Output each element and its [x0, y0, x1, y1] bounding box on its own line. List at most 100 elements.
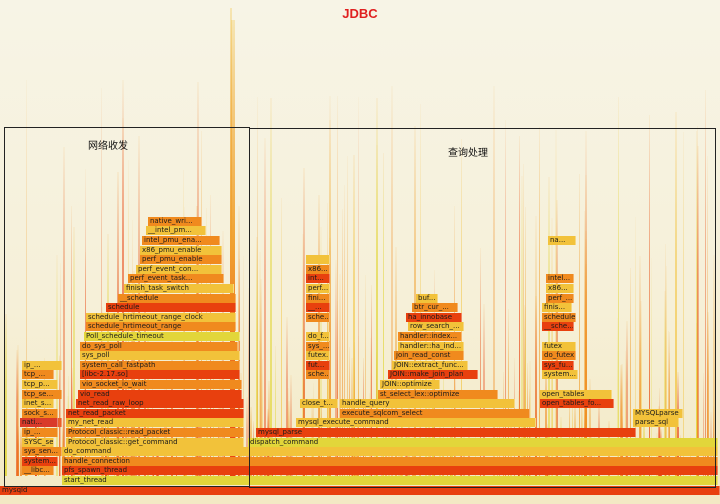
- flame-spike: [302, 168, 305, 476]
- flame-frame[interactable]: mysqld: [0, 485, 720, 495]
- flame-frame[interactable]: do_futex: [542, 351, 576, 361]
- flame-frame[interactable]: __sche...: [542, 322, 574, 332]
- flame-spike: [338, 274, 341, 476]
- flame-frame[interactable]: fut...: [306, 360, 330, 370]
- flame-frame[interactable]: schedule: [542, 312, 576, 322]
- flame-frame[interactable]: perf_event_con...: [136, 264, 222, 274]
- flame-spike: [58, 356, 60, 476]
- flame-frame[interactable]: futex...: [306, 351, 330, 361]
- flame-frame[interactable]: perf_event_task...: [128, 274, 224, 284]
- flame-frame[interactable]: ip_...: [22, 360, 62, 370]
- flame-frame[interactable]: __libc...: [22, 466, 54, 476]
- flame-frame[interactable]: SYSC_se...: [22, 437, 54, 447]
- flame-frame[interactable]: handler::index...: [398, 332, 462, 341]
- flame-frame[interactable]: row_search_...: [408, 322, 464, 332]
- flame-frame[interactable]: JOIN::extract_func...: [392, 360, 468, 370]
- flame-frame[interactable]: x86...: [306, 264, 330, 274]
- flame-frame[interactable]: int...: [306, 274, 330, 284]
- flame-spike: [650, 258, 652, 476]
- flame-frame[interactable]: [libc-2.17.so]: [80, 370, 240, 380]
- flame-frame[interactable]: x86...: [546, 284, 574, 293]
- flame-frame[interactable]: nati...: [20, 418, 58, 428]
- flame-frame[interactable]: handle_query: [340, 399, 515, 409]
- flame-spike: [100, 87, 102, 476]
- flame-frame[interactable]: schedule_hrtimeout_range_clock: [86, 312, 236, 322]
- flame-frame[interactable]: my_net_read: [66, 418, 244, 428]
- flame-frame[interactable]: inet_s...: [22, 399, 54, 409]
- flame-frame[interactable]: x86_pmu_enable: [140, 245, 222, 255]
- flame-frame[interactable]: ip_...: [22, 428, 58, 437]
- flame-frame[interactable]: btr_cur_...: [412, 303, 458, 313]
- flame-frame[interactable]: MYSQLparse: [633, 408, 683, 418]
- flame-frame[interactable]: mysql_parse: [256, 428, 636, 437]
- flame-frame[interactable]: system...: [542, 370, 578, 380]
- flame-frame[interactable]: handle_connection: [62, 456, 718, 466]
- flame-spike: [520, 176, 523, 476]
- flame-frame[interactable]: sys_poll: [80, 351, 240, 361]
- flame-frame[interactable]: do_sys_poll: [80, 341, 238, 351]
- flame-frame[interactable]: finish_task_switch: [124, 284, 234, 293]
- flame-frame[interactable]: JOIN::make_join_plan: [388, 370, 478, 380]
- flame-frame[interactable]: ha_innobase: [406, 312, 462, 322]
- flame-frame[interactable]: na...: [548, 236, 576, 245]
- flame-frame[interactable]: sche...: [306, 370, 330, 380]
- flame-spike: [24, 418, 27, 476]
- flame-frame[interactable]: futex: [542, 341, 576, 351]
- flame-frame[interactable]: perf_...: [546, 293, 574, 303]
- flame-spike: [375, 98, 378, 476]
- flame-frame[interactable]: net_read_raw_loop: [76, 399, 244, 409]
- flame-frame[interactable]: tcp_p...: [22, 380, 58, 389]
- flame-frame[interactable]: tcp_...: [22, 370, 54, 380]
- flame-frame[interactable]: Protocol_classic::read_packet: [66, 428, 244, 437]
- flame-frame[interactable]: st_select_lex::optimize: [378, 389, 498, 399]
- flame-frame[interactable]: sys_...: [306, 341, 330, 351]
- flame-frame[interactable]: JOIN::optimize: [380, 380, 440, 389]
- flame-frame[interactable]: native_wri...: [148, 216, 202, 226]
- flame-frame[interactable]: execute_sqlcom_select: [340, 408, 530, 418]
- flame-frame[interactable]: close_t...: [300, 399, 338, 409]
- flame-frame[interactable]: finis...: [542, 303, 572, 313]
- flame-frame[interactable]: buf...: [416, 293, 438, 303]
- flame-frame[interactable]: __...: [306, 303, 330, 313]
- flame-frame[interactable]: vio_socket_io_wait: [80, 380, 242, 389]
- flame-frame[interactable]: Poll_schedule_timeout: [84, 332, 240, 341]
- flame-frame[interactable]: schedule: [106, 303, 236, 313]
- flame-spike: [264, 137, 267, 476]
- flame-frame[interactable]: sys_sen...: [22, 447, 62, 457]
- flame-spike: [73, 226, 76, 476]
- flame-frame[interactable]: sys_fu...: [542, 360, 574, 370]
- flame-spike: [335, 260, 338, 476]
- flame-frame[interactable]: system_call_fastpath: [80, 360, 240, 370]
- flame-frame[interactable]: perf...: [306, 284, 330, 293]
- flame-frame[interactable]: sche...: [306, 312, 330, 322]
- flame-spike: [635, 217, 637, 476]
- flame-frame[interactable]: net_read_packet: [66, 408, 244, 418]
- flame-frame[interactable]: parse_sql: [633, 418, 679, 428]
- flame-frame[interactable]: schedule_hrtimeout_range: [86, 322, 236, 332]
- flame-frame[interactable]: join_read_const: [394, 351, 464, 361]
- flame-frame[interactable]: Protocol_classic::get_command: [66, 437, 244, 447]
- flame-frame[interactable]: pfs_spawn_thread: [62, 466, 718, 476]
- flame-frame[interactable]: handler::ha_ind...: [398, 341, 464, 351]
- flame-frame[interactable]: start_thread: [62, 476, 718, 485]
- flame-frame[interactable]: dispatch_command: [248, 437, 718, 447]
- flame-frame[interactable]: intel...: [546, 274, 574, 284]
- flame-frame[interactable]: mysql_execute_command: [296, 418, 536, 428]
- flame-frame[interactable]: __intel_pm...: [146, 226, 206, 236]
- flame-frame[interactable]: tcp_se...: [22, 389, 62, 399]
- flame-frame[interactable]: [306, 255, 330, 265]
- flame-spike: [247, 287, 249, 476]
- flame-spike: [259, 278, 262, 476]
- flame-frame[interactable]: sock_s...: [22, 408, 58, 418]
- flame-frame[interactable]: do_f...: [306, 332, 330, 341]
- flame-frame[interactable]: system...: [22, 456, 58, 466]
- flame-frame[interactable]: open_tables: [540, 389, 612, 399]
- flame-spike: [525, 306, 527, 476]
- flame-frame[interactable]: __schedule: [118, 293, 236, 303]
- flame-frame[interactable]: intel_pmu_ena...: [142, 236, 220, 245]
- flame-frame[interactable]: do_command: [62, 447, 718, 457]
- flame-frame[interactable]: open_tables_fo...: [540, 399, 614, 409]
- flame-frame[interactable]: perf_pmu_enable: [140, 255, 222, 265]
- flame-frame[interactable]: fini...: [306, 293, 330, 303]
- flame-frame[interactable]: vio_read: [78, 389, 242, 399]
